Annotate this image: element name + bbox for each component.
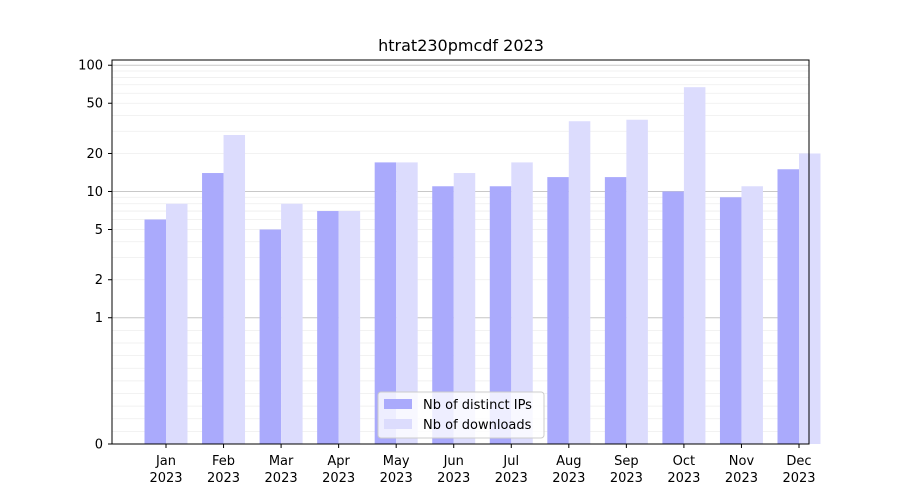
y-tick-label: 100 bbox=[78, 59, 103, 74]
bar-downloads bbox=[626, 119, 648, 445]
legend-box bbox=[377, 391, 545, 439]
bar-downloads bbox=[338, 211, 361, 444]
legend: Nb of distinct IPs Nb of downloads bbox=[377, 391, 545, 439]
x-tick-label-year: 2023 bbox=[725, 471, 758, 486]
bar-downloads bbox=[223, 135, 246, 444]
bar-downloads bbox=[166, 203, 188, 444]
bar-distinct-ips bbox=[604, 177, 627, 445]
x-tick-label-year: 2023 bbox=[495, 471, 528, 486]
bar-distinct-ips bbox=[374, 162, 397, 444]
bar-distinct-ips bbox=[432, 186, 454, 445]
x-tick-label-month: Jun bbox=[443, 454, 464, 469]
bar-distinct-ips bbox=[719, 197, 742, 444]
x-tick-label-year: 2023 bbox=[437, 471, 470, 486]
x-tick-label-year: 2023 bbox=[782, 471, 815, 486]
bars bbox=[144, 87, 821, 445]
bar-downloads bbox=[281, 203, 303, 444]
bar-downloads bbox=[396, 162, 418, 444]
bar-distinct-ips bbox=[662, 191, 684, 444]
y-axis: 0 1 2 5 10 20 50 100 bbox=[78, 59, 112, 453]
legend-swatch bbox=[384, 419, 412, 429]
x-tick-label-month: Sep bbox=[614, 454, 639, 469]
bar-downloads bbox=[511, 162, 533, 444]
y-tick-label: 5 bbox=[95, 223, 103, 238]
legend-label: Nb of downloads bbox=[423, 418, 532, 433]
x-tick-label-month: Aug bbox=[556, 454, 581, 469]
legend-label: Nb of distinct IPs bbox=[423, 398, 532, 413]
bar-downloads bbox=[741, 186, 763, 445]
x-tick-label-month: Oct bbox=[673, 454, 695, 469]
bar-downloads bbox=[799, 153, 821, 444]
x-tick-label-month: Feb bbox=[212, 454, 235, 469]
y-tick-label: 50 bbox=[86, 97, 103, 112]
x-tick-label-month: Mar bbox=[269, 454, 294, 469]
x-tick-label-year: 2023 bbox=[667, 471, 700, 486]
x-tick-label-month: Jan bbox=[155, 454, 176, 469]
x-tick-label-month: Dec bbox=[786, 454, 811, 469]
x-tick-label-year: 2023 bbox=[610, 471, 643, 486]
bar-distinct-ips bbox=[144, 219, 166, 444]
y-tick-label: 2 bbox=[95, 273, 103, 288]
bar-distinct-ips bbox=[777, 169, 799, 444]
chart-title: htrat230pmcdf 2023 bbox=[378, 36, 544, 55]
x-tick-label-year: 2023 bbox=[149, 471, 182, 486]
plot-frame bbox=[111, 59, 810, 445]
y-tick-label: 0 bbox=[95, 438, 103, 453]
y-tick-label: 10 bbox=[86, 185, 103, 200]
bar-downloads bbox=[568, 121, 591, 444]
x-tick-label-year: 2023 bbox=[207, 471, 240, 486]
bar-downloads bbox=[683, 87, 706, 444]
y-tick-label: 20 bbox=[86, 147, 103, 162]
x-tick-label-month: Apr bbox=[327, 454, 350, 469]
x-tick-label-year: 2023 bbox=[552, 471, 585, 486]
x-tick-label-year: 2023 bbox=[265, 471, 298, 486]
bar-distinct-ips bbox=[259, 229, 282, 444]
bar-distinct-ips bbox=[489, 186, 512, 445]
x-tick-label-month: Nov bbox=[729, 454, 755, 469]
legend-swatch bbox=[384, 399, 412, 409]
x-tick-label-year: 2023 bbox=[380, 471, 413, 486]
y-tick-label: 1 bbox=[95, 311, 103, 326]
bar-downloads bbox=[453, 173, 476, 444]
x-axis: Jan 2023 Feb 2023 Mar 2023 Apr 2023 May 2023 Jun 20… bbox=[149, 444, 816, 486]
x-tick-label-month: May bbox=[383, 454, 410, 469]
x-tick-label-year: 2023 bbox=[322, 471, 355, 486]
bar-distinct-ips bbox=[202, 173, 224, 444]
x-tick-label-month: Jul bbox=[502, 454, 519, 469]
bar-distinct-ips bbox=[317, 211, 339, 444]
bar-distinct-ips bbox=[547, 177, 569, 445]
